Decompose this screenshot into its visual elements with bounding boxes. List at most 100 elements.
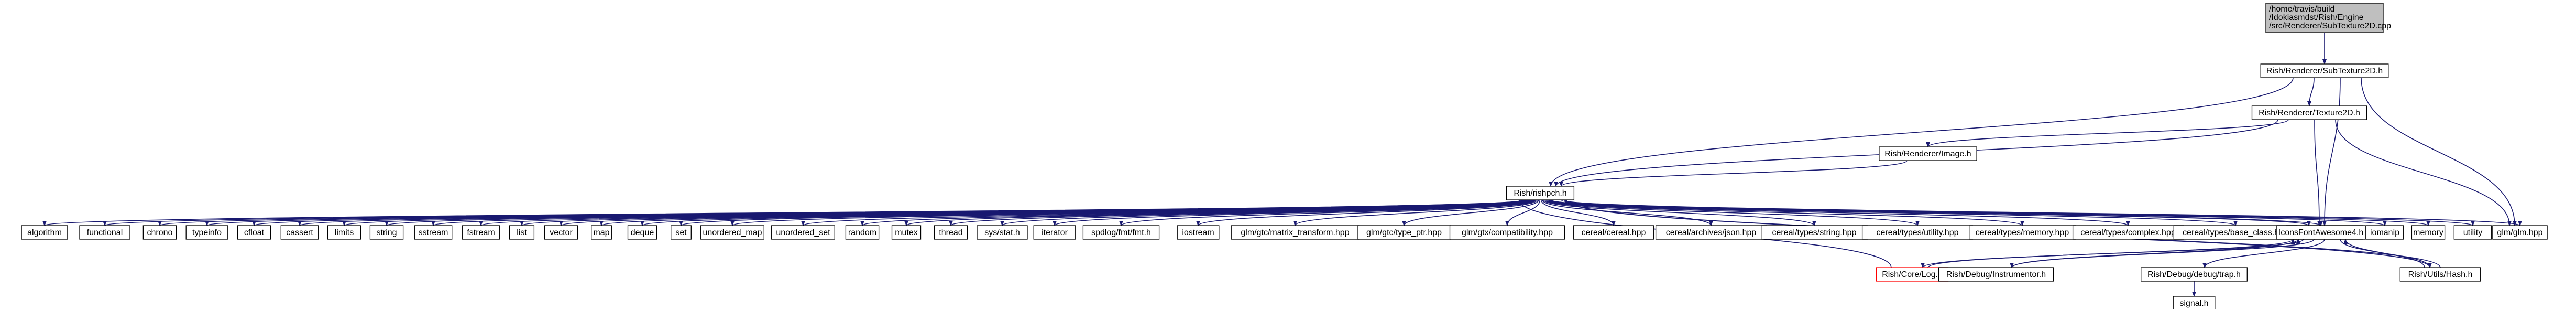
node-rishpch-h[interactable]: Rish/rishpch.h bbox=[1506, 186, 1575, 200]
node-label: chrono bbox=[147, 228, 173, 237]
node-mutex[interactable]: mutex bbox=[891, 225, 922, 240]
node-box bbox=[700, 225, 764, 240]
node-label: iostream bbox=[1182, 228, 1214, 237]
node-label: algorithm bbox=[27, 228, 62, 237]
node-box bbox=[891, 225, 922, 240]
node-box bbox=[1938, 267, 2054, 282]
node-glm-hpp[interactable]: glm/glm.hpp bbox=[2492, 225, 2548, 240]
node-glm-typeptr[interactable]: glm/gtc/type_ptr.hpp bbox=[1357, 225, 1451, 240]
node-deque[interactable]: deque bbox=[627, 225, 657, 240]
node-label: deque bbox=[631, 228, 654, 237]
node-cereal-json[interactable]: cereal/archives/json.hpp bbox=[1655, 225, 1767, 240]
edge-rishpch-h-to-iostream bbox=[1196, 199, 1537, 226]
node-box bbox=[1969, 225, 2076, 240]
node-label: iomanip bbox=[2370, 228, 2399, 237]
node-signal-h[interactable]: signal.h bbox=[2173, 296, 2216, 309]
node-label: Rish/Utils/Hash.h bbox=[2408, 270, 2473, 279]
edge-rishpch-h-to-cereal-utility bbox=[1544, 199, 1920, 226]
node-box bbox=[1761, 225, 1868, 240]
node-cereal-complex[interactable]: cereal/types/complex.hpp bbox=[2072, 225, 2184, 240]
node-box bbox=[1449, 225, 1565, 240]
node-glm-matrix[interactable]: glm/gtc/matrix_transform.hpp bbox=[1231, 225, 1360, 240]
node-utility[interactable]: utility bbox=[2453, 225, 2492, 240]
node-box bbox=[2260, 63, 2389, 78]
node-box bbox=[414, 225, 453, 240]
node-cereal-utility[interactable]: cereal/types/utility.hpp bbox=[1861, 225, 1974, 240]
edge-utils-hash-h-to-core-h bbox=[2343, 239, 2425, 268]
node-label: Rish/rishpch.h bbox=[1514, 189, 1566, 198]
node-cereal-hpp[interactable]: cereal/cereal.hpp bbox=[1573, 225, 1654, 240]
node-log-h[interactable]: Rish/Core/Log.h bbox=[1876, 267, 1949, 282]
node-cfloat[interactable]: cfloat bbox=[237, 225, 271, 240]
node-typeinfo[interactable]: typeinfo bbox=[185, 225, 228, 240]
node-label: Rish/Renderer/Texture2D.h bbox=[2259, 109, 2360, 118]
node-label: Rish/Renderer/Image.h bbox=[1884, 150, 1971, 158]
node-algorithm[interactable]: algorithm bbox=[21, 225, 68, 240]
edge-rishpch-h-to-cereal-complex bbox=[1547, 199, 2130, 226]
node-label: cereal/cereal.hpp bbox=[1582, 228, 1646, 237]
node-cereal-memory[interactable]: cereal/types/memory.hpp bbox=[1969, 225, 2076, 240]
node-label: fstream bbox=[467, 228, 495, 237]
node-glm-compat[interactable]: glm/gtx/compatibility.hpp bbox=[1449, 225, 1565, 240]
edge-texture2d-h-to-glm-hpp bbox=[2335, 119, 2512, 226]
node-limits[interactable]: limits bbox=[327, 225, 361, 240]
edge-rishpch-h-to-glm-compat bbox=[1505, 199, 1541, 226]
node-sstream[interactable]: sstream bbox=[414, 225, 453, 240]
node-unordered-map[interactable]: unordered_map bbox=[700, 225, 764, 240]
node-subtexture2d-h[interactable]: Rish/Renderer/SubTexture2D.h bbox=[2260, 63, 2389, 78]
node-cereal-string[interactable]: cereal/types/string.hpp bbox=[1761, 225, 1868, 240]
node-texture2d-h[interactable]: Rish/Renderer/Texture2D.h bbox=[2251, 105, 2367, 120]
node-fstream[interactable]: fstream bbox=[462, 225, 500, 240]
node-iconsfont[interactable]: IconsFontAwesome4.h bbox=[2276, 225, 2366, 240]
node-box bbox=[845, 225, 880, 240]
node-memory[interactable]: memory bbox=[2411, 225, 2446, 240]
node-image-h[interactable]: Rish/Renderer/Image.h bbox=[1879, 146, 1977, 161]
node-label: glm/gtc/matrix_transform.hpp bbox=[1241, 228, 1349, 237]
node-debugtrap-h[interactable]: Rish/Debug/debug/trap.h bbox=[2141, 267, 2248, 282]
node-instrumentor-h[interactable]: Rish/Debug/Instrumentor.h bbox=[1938, 267, 2054, 282]
node-label: cfloat bbox=[244, 228, 265, 237]
node-spdlog-fmt[interactable]: spdlog/fmt/fmt.h bbox=[1082, 225, 1160, 240]
node-label: mutex bbox=[895, 228, 918, 237]
node-label: unordered_map bbox=[703, 228, 762, 237]
node-label: unordered_set bbox=[776, 228, 830, 237]
node-random[interactable]: random bbox=[845, 225, 880, 240]
node-string[interactable]: string bbox=[369, 225, 404, 240]
edge-rishpch-h-to-iterator bbox=[1053, 199, 1535, 226]
node-thread[interactable]: thread bbox=[934, 225, 968, 240]
node-box bbox=[21, 225, 68, 240]
node-iostream[interactable]: iostream bbox=[1177, 225, 1220, 240]
node-box bbox=[2072, 225, 2184, 240]
node-label: sys/stat.h bbox=[984, 228, 1020, 237]
node-box bbox=[934, 225, 968, 240]
node-box bbox=[591, 225, 612, 240]
node-label: string bbox=[376, 228, 397, 237]
node-list[interactable]: list bbox=[509, 225, 535, 240]
node-unordered-set[interactable]: unordered_set bbox=[771, 225, 835, 240]
node-label: sstream bbox=[419, 228, 448, 237]
node-box bbox=[280, 225, 319, 240]
edge-rishpch-h-to-cereal-json bbox=[1542, 199, 1713, 226]
node-label: Rish/Debug/debug/trap.h bbox=[2147, 270, 2241, 279]
node-root[interactable]: /home/travis/build/Idokiasmdst/Rish/Engi… bbox=[2265, 3, 2391, 33]
node-box bbox=[2251, 105, 2367, 120]
node-set[interactable]: set bbox=[671, 225, 692, 240]
edge-image-h-to-rishpch-h bbox=[1559, 160, 1908, 187]
node-box bbox=[627, 225, 657, 240]
node-chrono[interactable]: chrono bbox=[142, 225, 177, 240]
node-box bbox=[671, 225, 692, 240]
node-box bbox=[1879, 146, 1977, 161]
node-sys-stat-h[interactable]: sys/stat.h bbox=[977, 225, 1028, 240]
node-utils-hash-h[interactable]: Rish/Utils/Hash.h bbox=[2399, 267, 2481, 282]
node-iterator[interactable]: iterator bbox=[1033, 225, 1076, 240]
edge-rishpch-h-to-glm-hpp bbox=[1563, 199, 2522, 226]
node-functional[interactable]: functional bbox=[79, 225, 130, 240]
node-label: set bbox=[675, 228, 687, 237]
node-box bbox=[79, 225, 130, 240]
node-map[interactable]: map bbox=[591, 225, 612, 240]
node-iomanip[interactable]: iomanip bbox=[2365, 225, 2404, 240]
node-box bbox=[1573, 225, 1654, 240]
node-cassert[interactable]: cassert bbox=[280, 225, 319, 240]
node-vector[interactable]: vector bbox=[544, 225, 578, 240]
